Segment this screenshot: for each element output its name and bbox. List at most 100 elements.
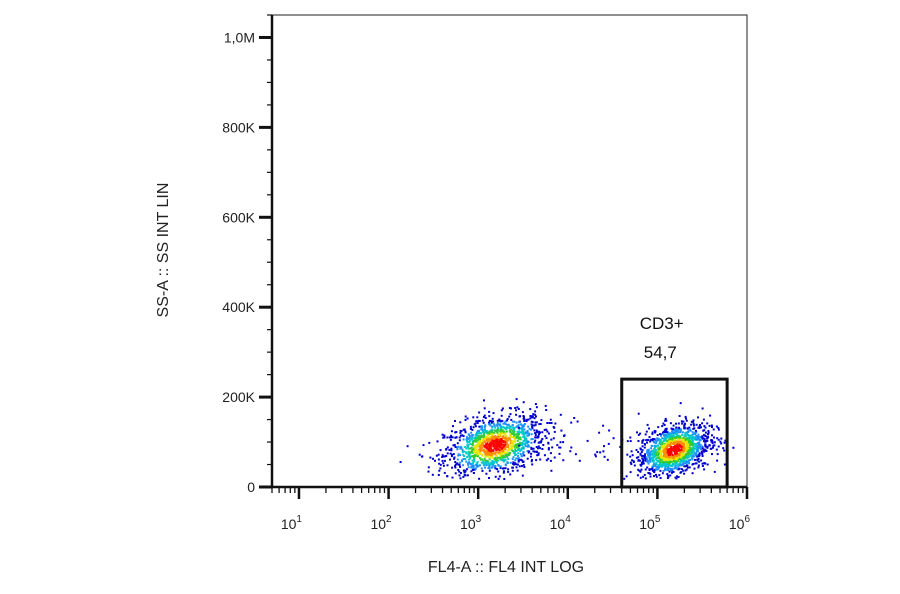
event-dot (517, 446, 520, 449)
event-dot (538, 423, 541, 426)
event-dot (519, 438, 522, 441)
event-dot (697, 436, 700, 439)
event-dot (693, 438, 696, 441)
event-dot (707, 430, 710, 432)
event-dot (676, 439, 679, 442)
event-dot (547, 442, 550, 445)
event-dot (495, 454, 498, 457)
event-dot (476, 444, 479, 446)
event-dot (686, 450, 689, 453)
event-dot (512, 429, 515, 432)
event-dot (446, 452, 449, 455)
event-dot (475, 420, 478, 423)
event-dot (696, 441, 699, 444)
event-dot (481, 429, 484, 432)
event-dot (489, 423, 492, 426)
event-dot (661, 458, 664, 461)
event-dot (472, 462, 474, 465)
event-dot (652, 461, 655, 464)
event-dot (481, 453, 484, 456)
event-dot (631, 454, 634, 457)
event-dot (526, 434, 529, 437)
event-dot (552, 437, 555, 440)
event-dot (655, 454, 658, 457)
event-dot (538, 441, 541, 444)
event-dot (483, 445, 486, 448)
event-dot (515, 466, 518, 469)
event-dot (667, 474, 670, 477)
event-dot (680, 455, 683, 457)
event-dot (490, 437, 493, 440)
event-dot (450, 449, 453, 452)
event-dot (462, 454, 465, 456)
event-dot (612, 437, 615, 440)
event-dot (467, 433, 470, 436)
event-dot (654, 468, 657, 471)
event-dot (479, 438, 481, 441)
x-tick-label: 104 (550, 514, 572, 532)
event-dot (679, 454, 681, 457)
event-dot (675, 455, 678, 458)
event-dot (503, 447, 506, 450)
event-dot (522, 464, 525, 467)
event-dot (562, 441, 565, 444)
event-dot (653, 462, 656, 465)
event-dot (685, 440, 688, 443)
event-dot (693, 467, 696, 470)
event-dot (695, 423, 698, 426)
event-dot (680, 420, 683, 423)
event-dot (688, 462, 691, 465)
gate-percentage: 54,7 (644, 343, 677, 362)
event-dot (594, 453, 597, 456)
event-dot (697, 458, 700, 460)
event-dot (537, 445, 540, 448)
event-dot (478, 451, 481, 454)
event-dot (704, 426, 707, 429)
event-dot (659, 440, 662, 443)
event-dot (484, 446, 487, 449)
event-dot (667, 459, 670, 462)
event-dot (502, 467, 505, 470)
event-dot (640, 454, 643, 457)
event-dot (444, 455, 447, 458)
event-dot (502, 443, 504, 446)
event-dot (606, 458, 609, 461)
event-dot (642, 460, 644, 463)
event-dot (437, 458, 440, 461)
event-dot (560, 429, 563, 432)
event-dot (703, 448, 706, 451)
event-dot (677, 465, 680, 468)
event-dot (661, 463, 664, 466)
event-dot (692, 423, 695, 425)
event-dot (639, 476, 642, 479)
event-dot (681, 463, 684, 466)
event-dot (698, 438, 701, 441)
event-dot (515, 421, 518, 424)
event-dot (648, 456, 651, 459)
event-dot (679, 402, 682, 405)
event-dot (724, 439, 727, 442)
event-dot (680, 428, 683, 431)
event-dot (516, 430, 519, 433)
event-dot (473, 449, 476, 452)
event-dot (431, 473, 434, 476)
event-dot (454, 420, 456, 422)
event-dot (526, 429, 529, 432)
event-dot (475, 448, 478, 451)
event-dot (546, 430, 549, 433)
event-dot (477, 439, 480, 442)
event-dot (472, 464, 475, 467)
event-dot (694, 458, 696, 461)
event-dot (690, 444, 693, 447)
y-tick-label: 800K (222, 119, 255, 135)
event-dot (677, 454, 680, 457)
event-dot (682, 444, 685, 447)
event-dot (483, 440, 486, 443)
event-dot (525, 420, 528, 423)
event-dot (720, 442, 723, 445)
event-dot (468, 435, 471, 437)
event-dot (494, 438, 497, 441)
event-dot (442, 455, 445, 458)
event-dot (691, 463, 694, 466)
event-dot (448, 448, 451, 451)
